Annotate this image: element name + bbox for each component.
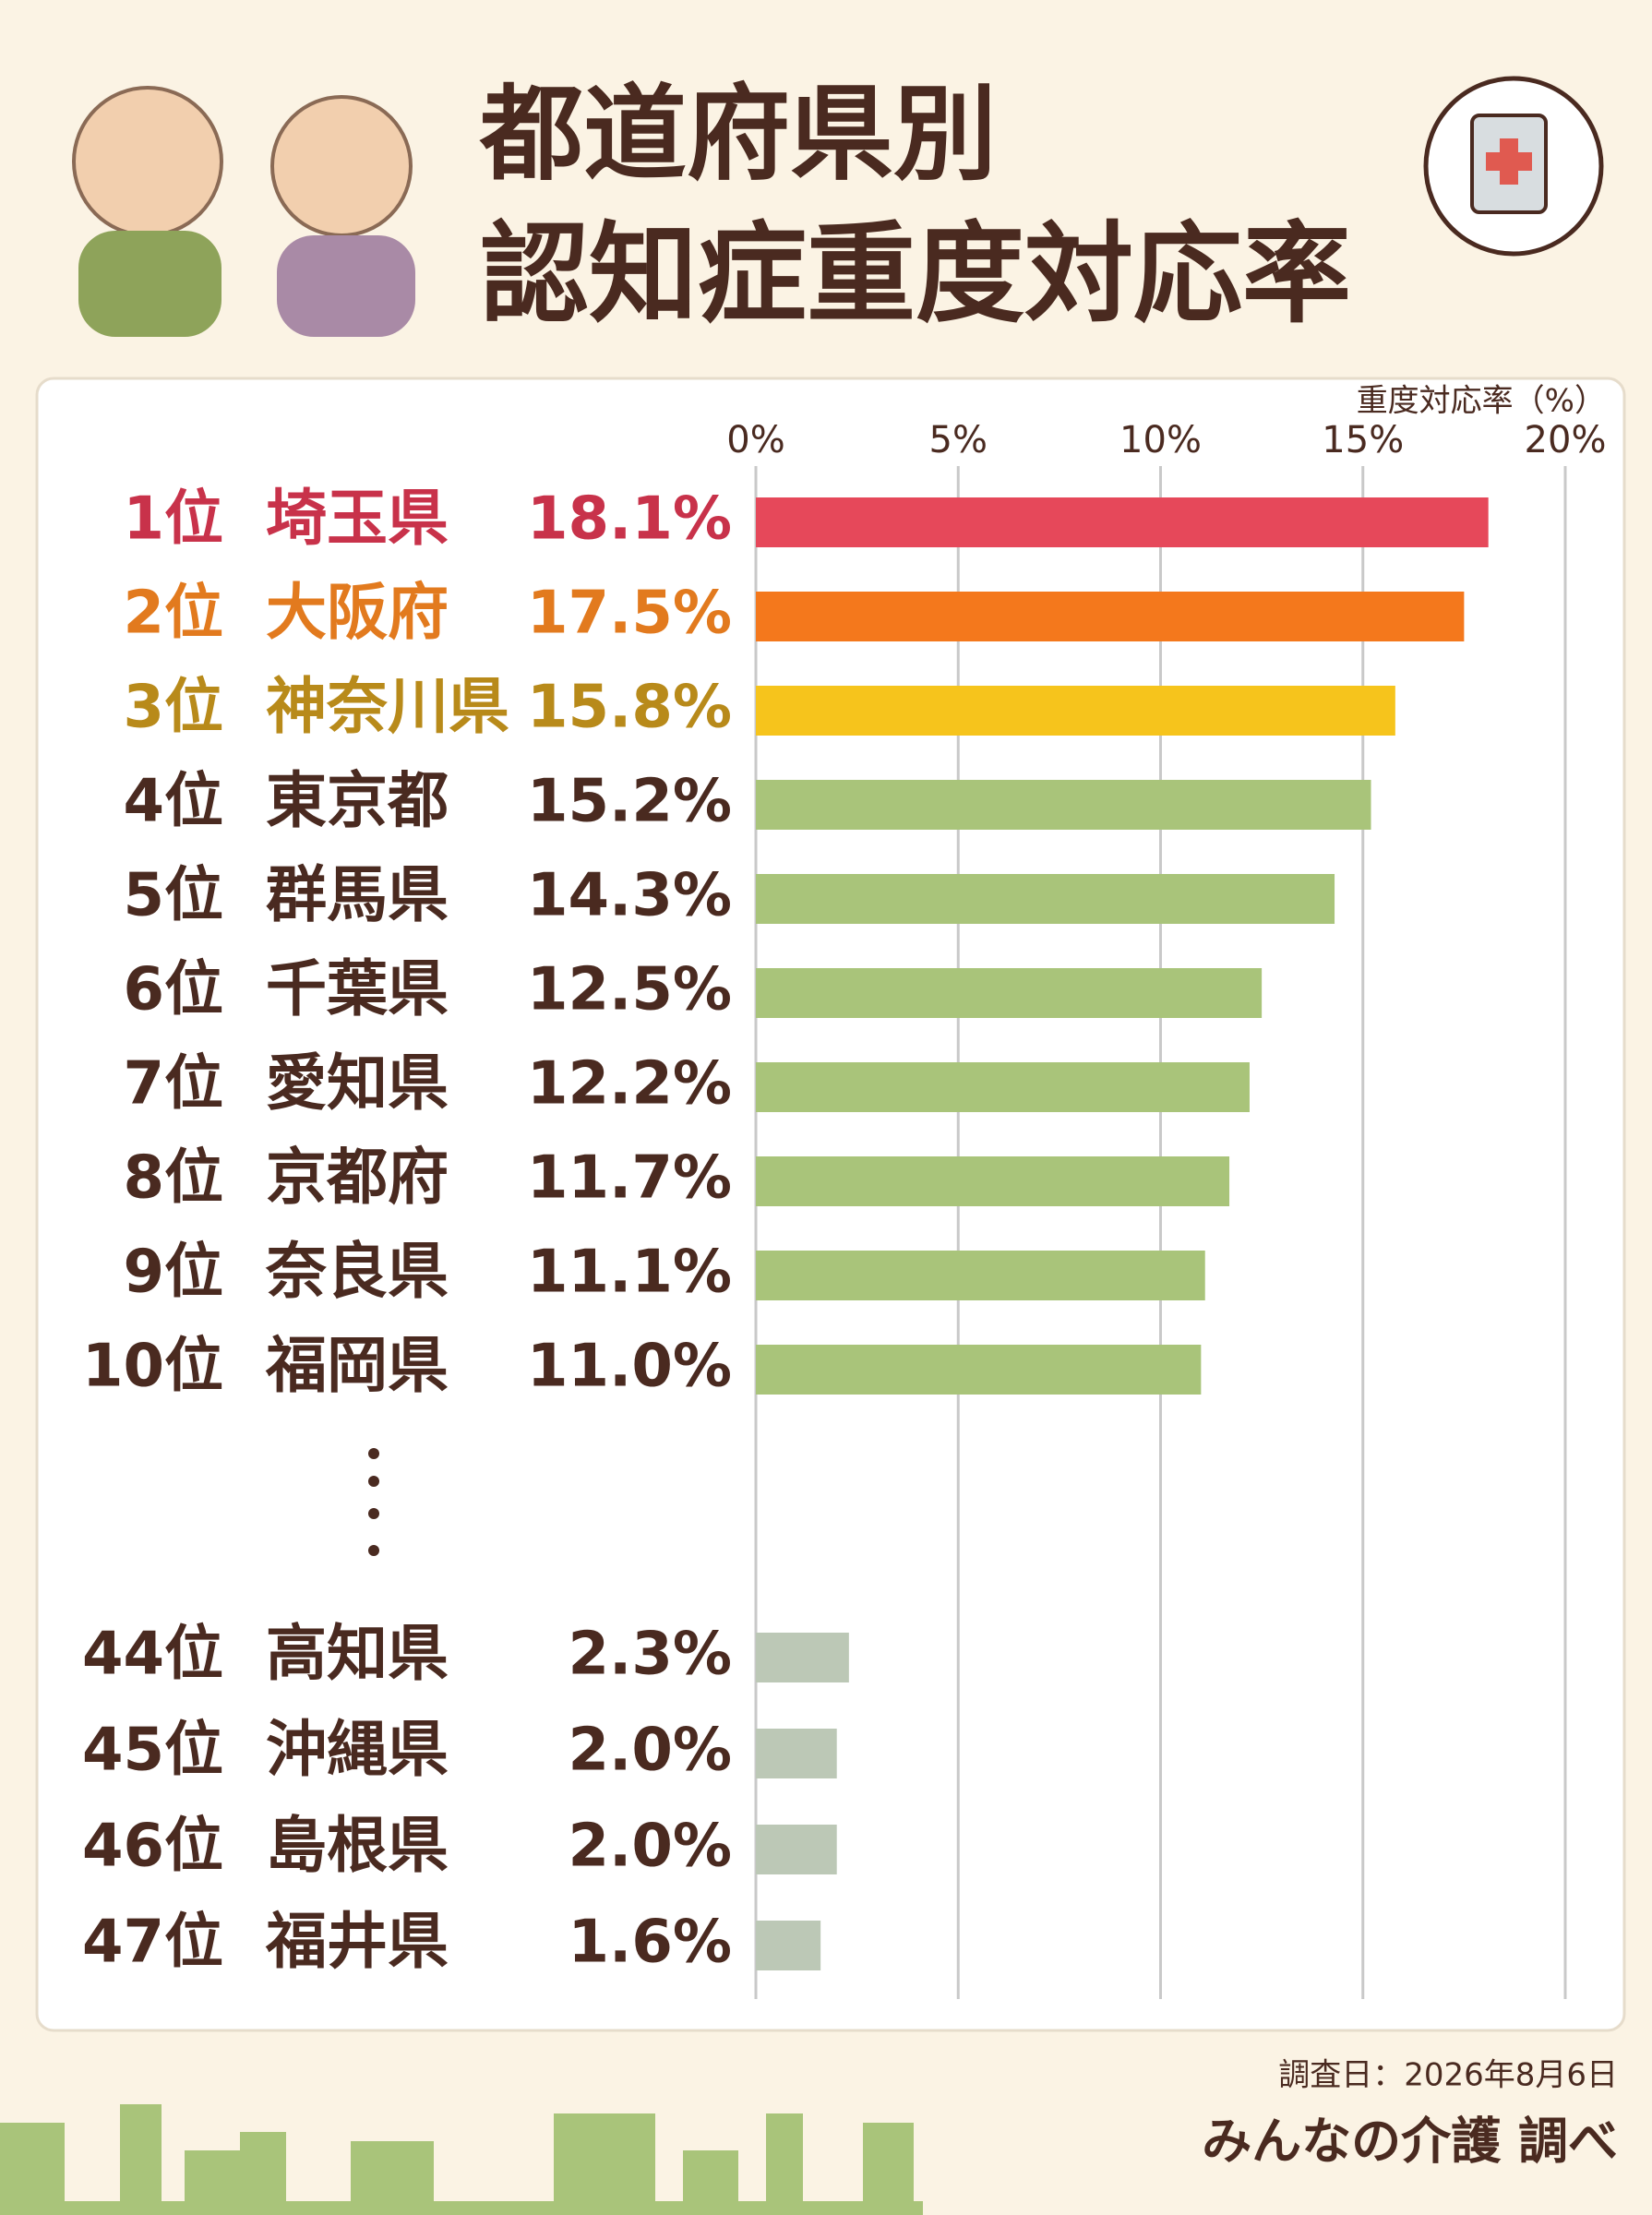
skyline (0, 2104, 923, 2215)
value-label: 1.6% (569, 1909, 733, 1977)
rank-label: 47位 (82, 1909, 223, 1977)
rank-label: 3位 (123, 674, 223, 742)
rank-label: 10位 (82, 1333, 223, 1401)
source: みんなの介護 調べ (1202, 2113, 1618, 2171)
rank-label: 1位 (123, 485, 223, 554)
bar (756, 497, 1489, 547)
rank-label: 6位 (123, 956, 223, 1024)
value-label: 12.2% (527, 1050, 732, 1119)
rank-label: 4位 (123, 768, 223, 836)
survey-date: 調査日：2026年8月6日 (1278, 2057, 1618, 2094)
bar (756, 1345, 1202, 1395)
bar (756, 1633, 849, 1682)
y-tick-label: 愛知県 (266, 1048, 449, 1119)
rank-label: 5位 (123, 862, 223, 930)
y-tick-label: 福岡県 (265, 1330, 449, 1401)
x-tick-label: 10% (1119, 419, 1202, 461)
chart-title: 都道府県別 (479, 75, 997, 195)
rank-label: 45位 (82, 1717, 223, 1785)
value-label: 15.2% (527, 768, 732, 836)
elderly-illustration (72, 86, 415, 337)
bar (756, 686, 1395, 736)
clipboard-icon (1423, 76, 1604, 257)
bar (756, 1921, 821, 1970)
value-label: 2.3% (569, 1621, 733, 1689)
rank-label: 8位 (123, 1144, 223, 1213)
y-tick-label: 高知県 (266, 1618, 449, 1689)
y-tick-label: 奈良県 (265, 1236, 449, 1307)
ellipsis (368, 1448, 379, 1556)
value-label: 11.1% (527, 1239, 732, 1307)
x-tick-label: 0% (726, 419, 784, 461)
y-tick-label: 大阪府 (266, 577, 449, 648)
y-tick-label: 東京都 (266, 765, 449, 836)
bar (756, 968, 1263, 1018)
x-tick-label: 5% (929, 419, 988, 461)
value-label: 15.8% (527, 674, 732, 742)
value-label: 18.1% (527, 485, 732, 554)
y-tick-label: 沖縄県 (266, 1714, 449, 1785)
y-tick-label: 福井県 (265, 1906, 449, 1977)
bar (756, 780, 1371, 830)
x-tick-label: 15% (1322, 419, 1404, 461)
value-label: 11.7% (527, 1144, 732, 1213)
y-tick-label: 群馬県 (266, 859, 449, 930)
rank-label: 44位 (82, 1621, 223, 1689)
bar (756, 874, 1335, 924)
bar (756, 1251, 1205, 1300)
bar (756, 1156, 1230, 1206)
bar (756, 1729, 837, 1778)
value-label: 11.0% (527, 1333, 732, 1401)
rank-label: 46位 (82, 1813, 223, 1881)
rank-label: 9位 (123, 1239, 223, 1307)
value-label: 17.5% (527, 580, 732, 648)
rank-label: 2位 (123, 580, 223, 648)
y-tick-label: 千葉県 (266, 953, 449, 1024)
value-label: 14.3% (527, 862, 732, 930)
bar (756, 1825, 837, 1874)
value-label: 2.0% (569, 1717, 733, 1785)
y-tick-label: 島根県 (266, 1810, 449, 1881)
y-tick-label: 京都府 (266, 1142, 449, 1213)
x-tick-label: 20% (1525, 419, 1607, 461)
y-tick-label: 神奈川県 (266, 671, 509, 742)
axis-label: 重度対応率（%） (1357, 383, 1606, 420)
rank-label: 7位 (123, 1050, 223, 1119)
value-label: 2.0% (569, 1813, 733, 1881)
bar (756, 592, 1465, 641)
chart-subtitle: 認知症重度対応率 (480, 210, 1351, 338)
bar (756, 1062, 1250, 1112)
value-label: 12.5% (527, 956, 732, 1024)
y-tick-label: 埼玉県 (266, 483, 449, 554)
